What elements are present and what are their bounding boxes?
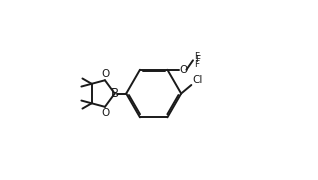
Text: F: F: [196, 55, 201, 64]
Text: O: O: [101, 108, 110, 118]
Text: B: B: [111, 87, 119, 100]
Text: O: O: [179, 65, 187, 75]
Text: F: F: [194, 60, 199, 69]
Text: O: O: [101, 69, 110, 79]
Text: Cl: Cl: [192, 75, 203, 85]
Text: F: F: [194, 52, 199, 61]
